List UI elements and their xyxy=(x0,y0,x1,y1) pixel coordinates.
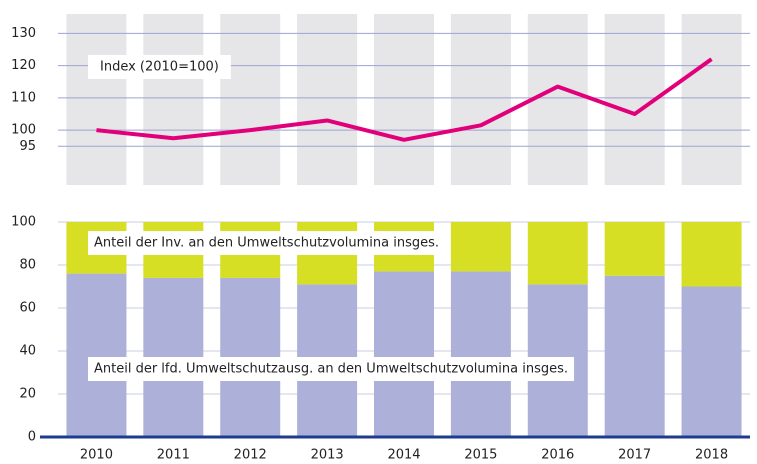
column-bg xyxy=(527,14,588,185)
column-bg xyxy=(374,14,434,185)
bar-segment xyxy=(450,271,511,437)
legend-text: Anteil der Inv. an den Umweltschutzvolum… xyxy=(94,236,439,251)
bar-segment xyxy=(66,273,127,437)
bar-segment xyxy=(681,222,742,287)
y-tick-label: 80 xyxy=(19,258,36,273)
line xyxy=(96,57,713,142)
y-tick-label: 0 xyxy=(28,430,36,445)
annotation-text: Index (2010=100) xyxy=(100,60,219,75)
y-tick-label: 100 xyxy=(11,215,36,230)
column-bg xyxy=(681,14,742,185)
column-bg xyxy=(450,14,511,185)
annotation: Index (2010=100) xyxy=(88,55,231,79)
y-tick-label: 60 xyxy=(19,301,36,316)
label-box xyxy=(88,231,446,255)
bar-segment xyxy=(374,271,434,437)
y-tick-label: 20 xyxy=(19,387,36,402)
bar-segment xyxy=(604,222,665,276)
column-bg xyxy=(143,14,204,185)
y-tick-label: 120 xyxy=(11,58,36,73)
column-bg xyxy=(220,14,281,185)
x-tick-label: 2017 xyxy=(618,448,651,463)
legend-text: Anteil der lfd. Umweltschutzausg. an den… xyxy=(94,362,568,377)
bar-segment xyxy=(527,222,588,285)
x-tick-label: 2010 xyxy=(80,448,113,463)
legend-label: Anteil der Inv. an den Umweltschutzvolum… xyxy=(88,231,446,255)
x-tick-label: 2016 xyxy=(541,448,574,463)
y-tick-label: 110 xyxy=(11,90,36,105)
x-tick-label: 2011 xyxy=(157,448,190,463)
bar-segment xyxy=(450,222,511,272)
x-tick-label: 2018 xyxy=(695,448,728,463)
x-tick-label: 2013 xyxy=(311,448,344,463)
x-tick-label: 2015 xyxy=(464,448,497,463)
y-tick-label: 100 xyxy=(11,123,36,138)
bar-segment xyxy=(681,286,742,437)
label-box xyxy=(88,357,575,381)
y-tick-label: 95 xyxy=(19,139,36,154)
column-bg xyxy=(66,14,127,185)
y-tick-label: 130 xyxy=(11,26,36,41)
y-tick-label: 40 xyxy=(19,344,36,359)
column-bg xyxy=(297,14,358,185)
x-tick-label: 2014 xyxy=(387,448,420,463)
x-tick-label: 2012 xyxy=(234,448,267,463)
label-box xyxy=(88,55,231,79)
legend-label: Anteil der lfd. Umweltschutzausg. an den… xyxy=(88,357,575,381)
bar-segment xyxy=(604,275,665,437)
